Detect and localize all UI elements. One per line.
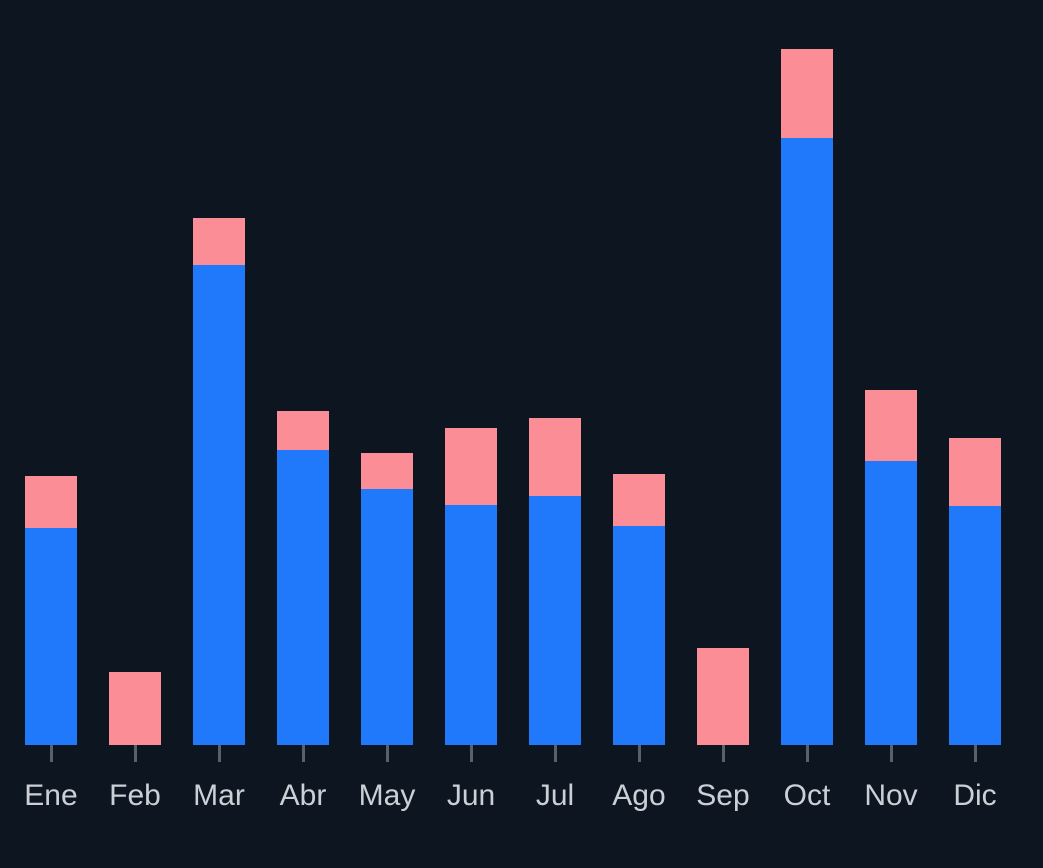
bar-segment-pink[interactable] (193, 218, 245, 265)
bar-segment-pink[interactable] (445, 428, 497, 505)
bar-segment-blue[interactable] (445, 505, 497, 745)
x-axis-tick (301, 745, 305, 762)
x-axis-tick (805, 745, 809, 762)
bar-segment-blue[interactable] (277, 450, 329, 745)
bar-segment-blue[interactable] (193, 265, 245, 745)
bar-segment-blue[interactable] (361, 489, 413, 745)
bar-segment-blue[interactable] (529, 496, 581, 745)
bar-column-sep[interactable] (697, 648, 749, 745)
bar-column-feb[interactable] (109, 672, 161, 745)
x-axis-label-ene: Ene (24, 779, 78, 812)
x-axis-label-sep: Sep (696, 779, 750, 812)
bar-segment-pink[interactable] (865, 390, 917, 461)
bar-segment-pink[interactable] (277, 411, 329, 450)
x-axis-tick (469, 745, 473, 762)
bar-column-oct[interactable] (781, 49, 833, 745)
x-axis-label-may: May (358, 779, 416, 812)
x-axis: Ene Feb Mar Abr May Jun Jul Ago Sep Oct Nov Dic (0, 745, 1043, 868)
bar-segment-pink[interactable] (697, 648, 749, 745)
x-axis-label-jun: Jun (446, 779, 496, 812)
bar-column-abr[interactable] (277, 411, 329, 745)
x-axis-tick (973, 745, 977, 762)
x-axis-label-ago: Ago (612, 779, 666, 812)
bar-segment-blue[interactable] (865, 461, 917, 745)
x-axis-label-jul: Jul (535, 779, 575, 812)
bar-segment-blue[interactable] (25, 528, 77, 745)
x-axis-tick (721, 745, 725, 762)
x-axis-tick (553, 745, 557, 762)
bar-segment-pink[interactable] (529, 418, 581, 496)
x-axis-label-dic: Dic (953, 779, 997, 812)
x-axis-label-abr: Abr (279, 779, 327, 812)
bar-column-mar[interactable] (193, 218, 245, 745)
bar-column-dic[interactable] (949, 438, 1001, 745)
plot-area (25, 49, 1001, 745)
bar-segment-pink[interactable] (781, 49, 833, 138)
x-axis-tick (637, 745, 641, 762)
x-axis-label-oct: Oct (783, 779, 831, 812)
bar-column-ago[interactable] (613, 474, 665, 745)
x-axis-tick (49, 745, 53, 762)
x-axis-tick (889, 745, 893, 762)
bar-segment-blue[interactable] (949, 506, 1001, 745)
bar-column-may[interactable] (361, 453, 413, 745)
bar-segment-blue[interactable] (613, 526, 665, 745)
x-axis-tick (217, 745, 221, 762)
bar-column-jun[interactable] (445, 428, 497, 745)
x-axis-label-mar: Mar (193, 779, 245, 812)
x-axis-tick (385, 745, 389, 762)
bar-segment-pink[interactable] (613, 474, 665, 526)
x-axis-tick (133, 745, 137, 762)
bar-segment-blue[interactable] (781, 138, 833, 745)
bar-segment-pink[interactable] (109, 672, 161, 745)
x-axis-label-feb: Feb (109, 779, 161, 812)
bar-segment-pink[interactable] (25, 476, 77, 528)
bar-segment-pink[interactable] (949, 438, 1001, 506)
x-axis-label-nov: Nov (864, 779, 918, 812)
bar-column-nov[interactable] (865, 390, 917, 745)
bar-column-jul[interactable] (529, 418, 581, 745)
bar-column-ene[interactable] (25, 476, 77, 745)
bar-segment-pink[interactable] (361, 453, 413, 489)
